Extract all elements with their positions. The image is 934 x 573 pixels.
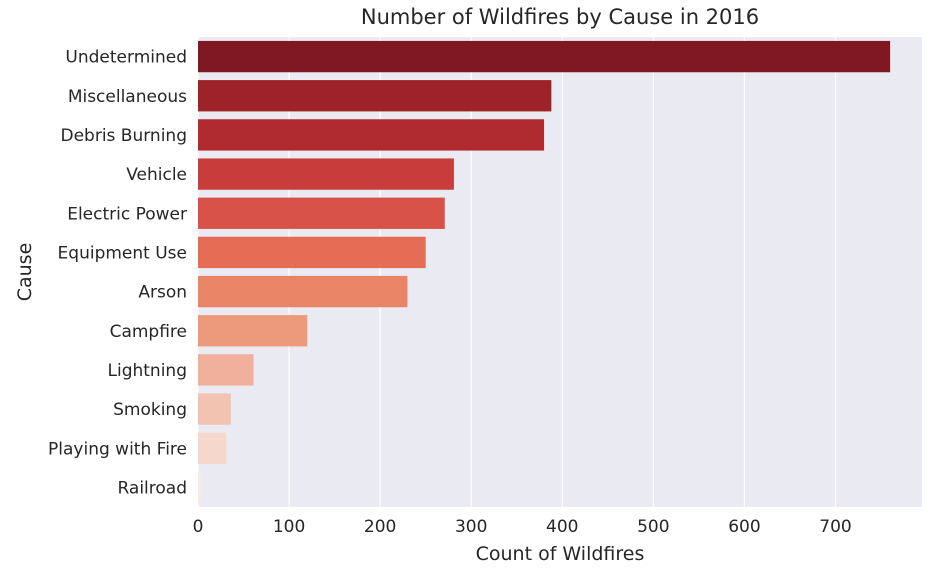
y-tick-label: Equipment Use	[58, 243, 187, 263]
y-tick-label: Smoking	[113, 400, 187, 420]
bar	[198, 40, 891, 73]
gridlines	[197, 37, 837, 507]
bar	[198, 119, 545, 151]
x-tick-label: 500	[637, 517, 669, 537]
bar	[198, 80, 552, 112]
y-tick-label: Arson	[138, 283, 187, 303]
bar	[198, 354, 254, 386]
x-tick-label: 600	[728, 517, 760, 537]
x-tick-label: 400	[546, 517, 578, 537]
y-tick-label: Electric Power	[67, 204, 187, 224]
chart-title: Number of Wildfires by Cause in 2016	[361, 5, 759, 29]
x-tick-label: 300	[455, 517, 487, 537]
x-tick-label: 700	[819, 517, 851, 537]
x-tick-label: 0	[193, 517, 204, 537]
x-tick-label: 200	[364, 517, 396, 537]
bar	[198, 471, 201, 504]
y-tick-labels: Undetermined Miscellaneous Debris Burning V…	[48, 48, 187, 499]
bar	[198, 275, 408, 308]
bar	[198, 197, 445, 229]
x-tick-labels: 0 100 200 300 400 500 600 700	[193, 517, 852, 537]
plot-area	[198, 37, 922, 507]
bar	[198, 315, 308, 347]
bar	[198, 158, 454, 190]
bars	[198, 40, 891, 504]
bar	[198, 393, 231, 425]
y-tick-label: Debris Burning	[60, 126, 187, 146]
bar	[198, 432, 227, 464]
y-tick-label: Vehicle	[126, 165, 187, 185]
x-axis-label: Count of Wildfires	[476, 543, 645, 565]
y-tick-label: Railroad	[117, 478, 187, 498]
y-tick-label: Playing with Fire	[48, 439, 187, 459]
x-tick-label: 100	[273, 517, 305, 537]
y-tick-label: Lightning	[108, 361, 188, 381]
y-tick-label: Campfire	[110, 322, 187, 342]
y-tick-label: Undetermined	[65, 48, 187, 68]
bar	[198, 236, 426, 269]
y-axis-label: Cause	[14, 243, 36, 302]
y-tick-label: Miscellaneous	[68, 87, 187, 107]
